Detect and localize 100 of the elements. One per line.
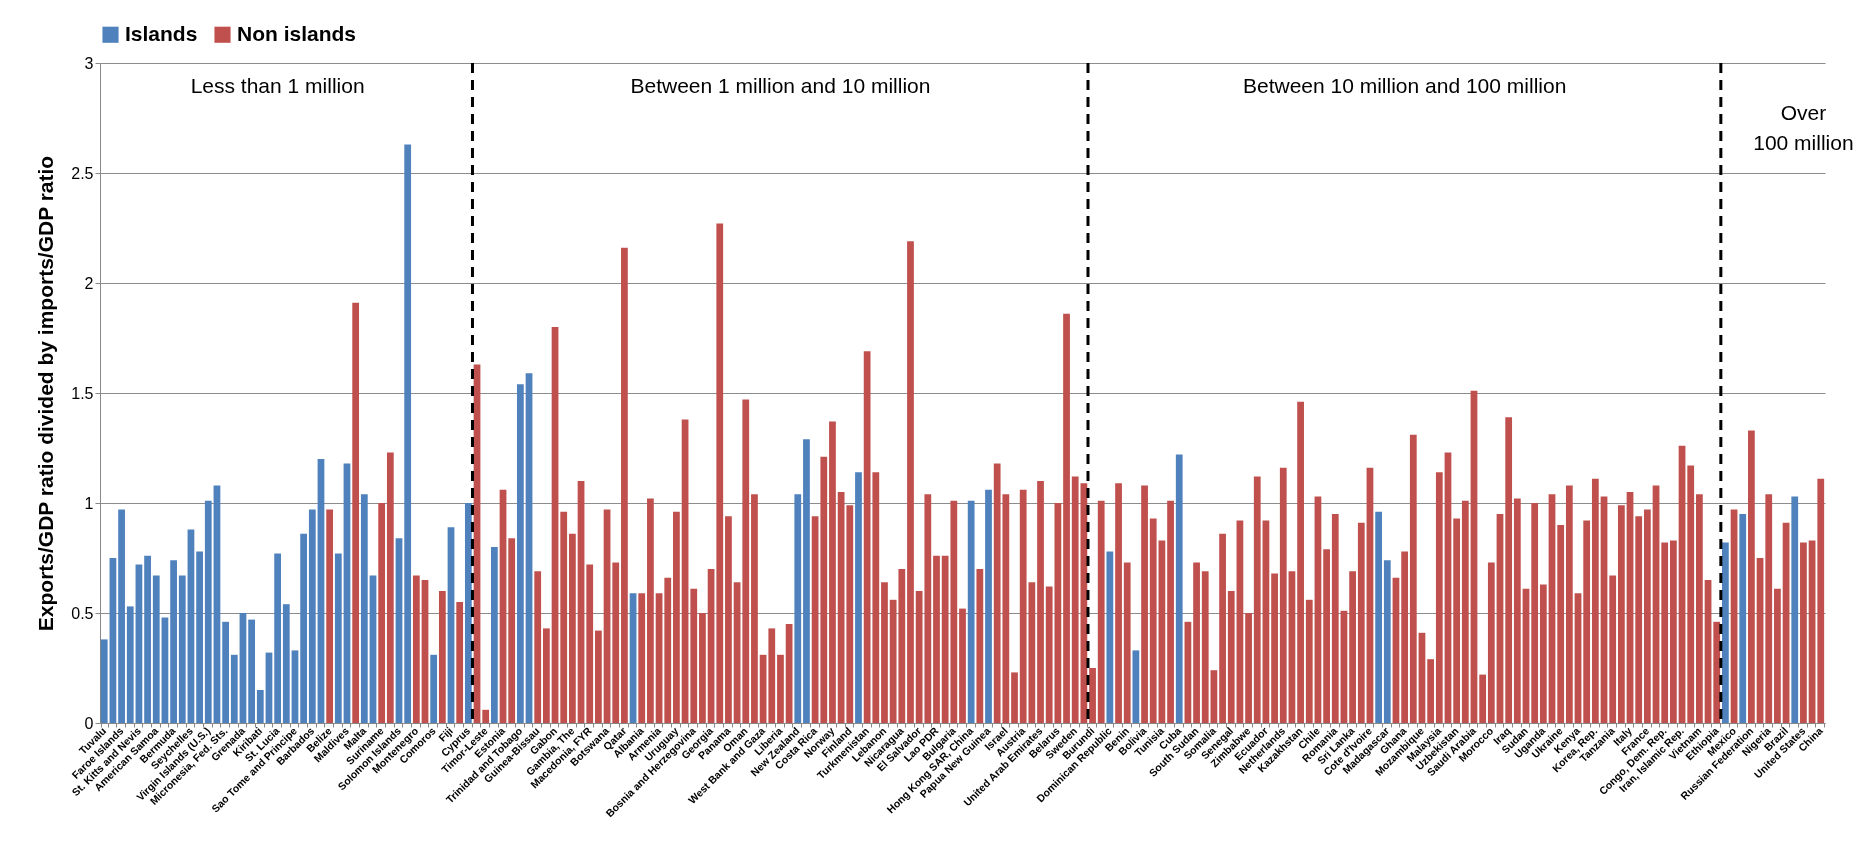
- bar: [1097, 500, 1105, 723]
- bar: [690, 588, 698, 723]
- bar: [1739, 514, 1747, 723]
- bar: [126, 606, 134, 723]
- bar: [508, 538, 516, 723]
- bar: [933, 555, 940, 723]
- bar: [534, 571, 542, 723]
- bar: [1461, 500, 1469, 723]
- bar: [352, 302, 360, 723]
- bar: [1791, 496, 1799, 723]
- bar: [144, 555, 151, 723]
- y-tick-label: 0: [84, 714, 94, 732]
- bar: [1245, 613, 1252, 723]
- bar: [1800, 542, 1807, 723]
- bar: [1513, 498, 1521, 723]
- bar: [664, 577, 672, 723]
- bar: [1063, 313, 1070, 723]
- bar: [1479, 674, 1487, 723]
- bar: [282, 604, 290, 723]
- bar: [1713, 621, 1721, 723]
- bar: [1383, 560, 1391, 723]
- y-axis-title: Exports/GDP ratio divided by imports/GDP ratio: [34, 155, 58, 632]
- bar: [1591, 478, 1599, 723]
- bar: [1193, 562, 1200, 723]
- y-tick-label: 1.5: [71, 384, 94, 402]
- bar: [1037, 481, 1044, 723]
- bar: [412, 575, 420, 723]
- bar: [829, 421, 836, 723]
- bar: [438, 591, 446, 723]
- bar: [1487, 562, 1495, 723]
- bar: [464, 503, 472, 723]
- bar: [803, 439, 810, 723]
- bar: [1609, 575, 1617, 723]
- bar: [1661, 542, 1669, 723]
- bar: [967, 500, 975, 723]
- bar: [1115, 483, 1122, 723]
- bar: [196, 551, 203, 723]
- bar: [881, 582, 888, 723]
- bar: [482, 709, 490, 723]
- bar: [1539, 584, 1547, 723]
- legend-label: Non islands: [237, 21, 357, 45]
- bar: [742, 399, 750, 723]
- bar: [985, 489, 992, 723]
- bar: [569, 533, 576, 723]
- bar: [222, 621, 229, 723]
- bar: [1696, 494, 1703, 723]
- bar: [673, 511, 680, 723]
- bar: [516, 384, 524, 723]
- bar: [360, 494, 368, 723]
- bar: [456, 602, 464, 723]
- bar: [1149, 518, 1157, 723]
- bar: [1583, 520, 1591, 723]
- bar: [1722, 542, 1729, 723]
- bar: [1375, 511, 1382, 723]
- bar: [1643, 509, 1651, 723]
- bar: [1271, 573, 1278, 723]
- bar: [430, 654, 438, 723]
- bar: [1297, 401, 1304, 723]
- bar: [1409, 434, 1417, 723]
- bar: [1253, 476, 1261, 723]
- bar: [1323, 549, 1330, 723]
- annotation: Between 1 million and 10 million: [630, 74, 931, 98]
- bar: [638, 593, 646, 723]
- bar: [1453, 518, 1461, 723]
- y-tick-label: 2.5: [71, 164, 94, 182]
- bar: [768, 628, 776, 723]
- bar: [751, 494, 758, 723]
- bar: [170, 560, 177, 723]
- bar: [1011, 672, 1018, 723]
- bar: [1279, 467, 1287, 723]
- bar: [1774, 588, 1781, 723]
- bar: [300, 533, 308, 723]
- bar: [777, 654, 784, 723]
- bar: [100, 639, 108, 723]
- bar: [1617, 505, 1625, 723]
- bar: [1305, 599, 1313, 723]
- annotation: Between 10 million and 100 million: [1242, 74, 1567, 98]
- bar: [248, 619, 256, 723]
- bar: [621, 247, 628, 723]
- y-tick-label: 0.5: [71, 604, 94, 622]
- bar: [1669, 540, 1677, 723]
- bar: [274, 553, 282, 723]
- bar: [595, 630, 602, 723]
- y-tick-label: 2: [84, 274, 94, 292]
- bar: [1635, 516, 1643, 723]
- bar: [1141, 485, 1148, 723]
- bar: [725, 516, 732, 723]
- bar: [1167, 500, 1174, 723]
- y-tick-label: 3: [84, 54, 94, 72]
- bar: [586, 564, 594, 723]
- bar: [1557, 525, 1565, 723]
- bar: [1123, 562, 1131, 723]
- bar: [1565, 485, 1573, 723]
- bar: [907, 241, 914, 723]
- bar: [1175, 454, 1183, 723]
- bar: [1201, 571, 1209, 723]
- bar: [1227, 591, 1235, 723]
- bar: [230, 654, 238, 723]
- bar: [152, 575, 160, 723]
- bar: [1427, 659, 1435, 723]
